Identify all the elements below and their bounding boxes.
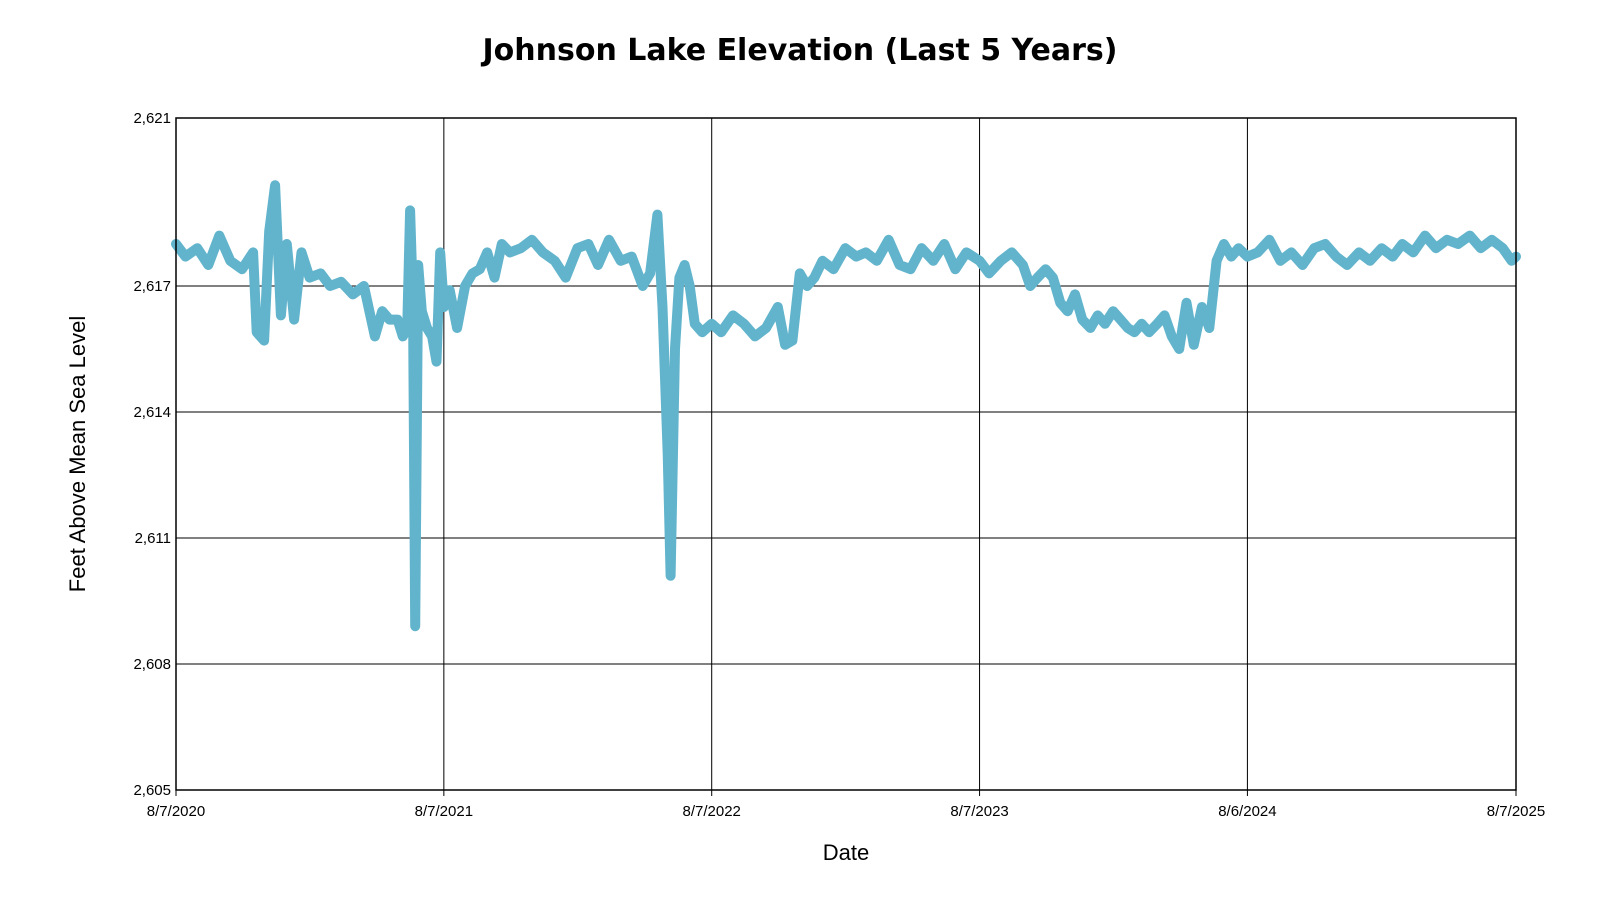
x-tick-label: 8/7/2021 — [415, 803, 473, 820]
x-tick-label: 8/7/2022 — [683, 803, 741, 820]
chart-title: Johnson Lake Elevation (Last 5 Years) — [481, 33, 1118, 68]
grid — [175, 117, 1517, 791]
x-tick-label: 8/7/2020 — [147, 803, 205, 820]
y-tick-label: 2,621 — [133, 110, 171, 127]
series-line-0 — [171, 180, 1521, 632]
y-tick-label: 2,614 — [133, 404, 171, 421]
y-tick-label: 2,617 — [133, 278, 171, 295]
y-tick-label: 2,611 — [135, 530, 171, 547]
y-axis: 2,605 2,608 2,611 2,614 2,617 2,621 — [133, 110, 171, 799]
y-tick-label: 2,605 — [133, 782, 171, 799]
x-tick-label: 8/7/2023 — [950, 803, 1008, 820]
x-tick-label: 8/7/2025 — [1487, 803, 1545, 820]
y-tick-label: 2,608 — [133, 656, 171, 673]
y-axis-label: Feet Above Mean Sea Level — [65, 316, 90, 592]
plot-frame — [175, 117, 1517, 791]
x-tick-label: 8/6/2024 — [1218, 803, 1276, 820]
series-group — [171, 180, 1521, 632]
x-axis: 8/7/2020 8/7/2021 8/7/2022 8/7/2023 8/6/2024… — [147, 790, 1545, 820]
x-axis-label: Date — [823, 840, 869, 865]
